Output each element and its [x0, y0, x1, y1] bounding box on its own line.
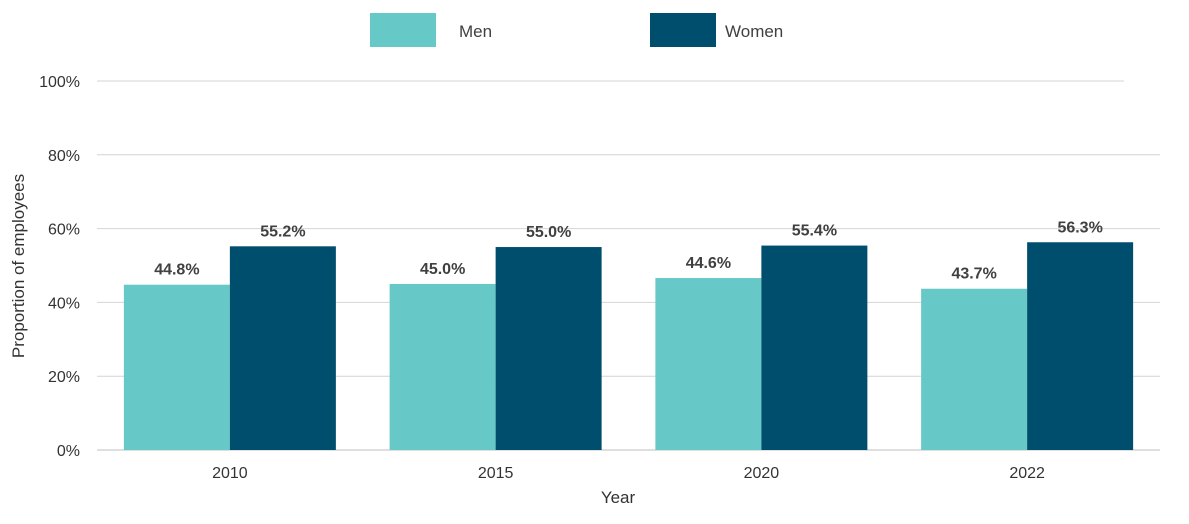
- bar-women-2010: [229, 246, 336, 450]
- y-axis-title: Proportion of employees: [9, 174, 28, 358]
- bar-men-2010: [123, 284, 230, 450]
- legend-swatch-men: [370, 13, 436, 47]
- x-axis-ticks: 2010 2015 2020 2022: [212, 465, 1045, 482]
- data-labels: 44.8% 55.2% 45.0% 55.0% 44.6% 55.4% 43.7% 56.3%: [154, 219, 1103, 282]
- data-label-women-2010: 55.2%: [260, 223, 305, 240]
- x-tick-label: 2015: [478, 465, 514, 482]
- data-label-men-2022: 43.7%: [951, 266, 996, 283]
- legend-swatch-women: [650, 13, 716, 47]
- data-label-men-2010: 44.8%: [154, 262, 199, 279]
- y-axis-ticks: 0% 20% 40% 60% 80% 100%: [39, 74, 80, 460]
- y-tick-label: 40%: [48, 295, 80, 312]
- bar-women-2015: [495, 247, 602, 450]
- x-tick-label: 2020: [744, 465, 780, 482]
- legend-label-women: Women: [725, 22, 783, 41]
- bar-men-2020: [655, 278, 762, 450]
- bar-women-2020: [761, 245, 868, 450]
- bars: [123, 242, 1134, 450]
- data-label-women-2015: 55.0%: [526, 224, 571, 241]
- y-tick-label: 100%: [39, 74, 80, 91]
- bar-men-2015: [389, 283, 496, 450]
- y-tick-label: 80%: [48, 148, 80, 165]
- data-label-men-2020: 44.6%: [686, 255, 731, 272]
- y-tick-label: 20%: [48, 369, 80, 386]
- legend-label-men: Men: [459, 22, 492, 41]
- y-tick-label: 60%: [48, 222, 80, 239]
- data-label-women-2022: 56.3%: [1057, 219, 1102, 236]
- bar-women-2022: [1027, 242, 1134, 450]
- data-label-women-2020: 55.4%: [792, 223, 837, 240]
- x-tick-label: 2022: [1009, 465, 1045, 482]
- data-label-men-2015: 45.0%: [420, 261, 465, 278]
- x-axis-title: Year: [601, 488, 636, 507]
- y-tick-label: 0%: [57, 443, 80, 460]
- legend: Men Women: [370, 13, 783, 47]
- bar-men-2022: [921, 288, 1028, 450]
- x-tick-label: 2010: [212, 465, 248, 482]
